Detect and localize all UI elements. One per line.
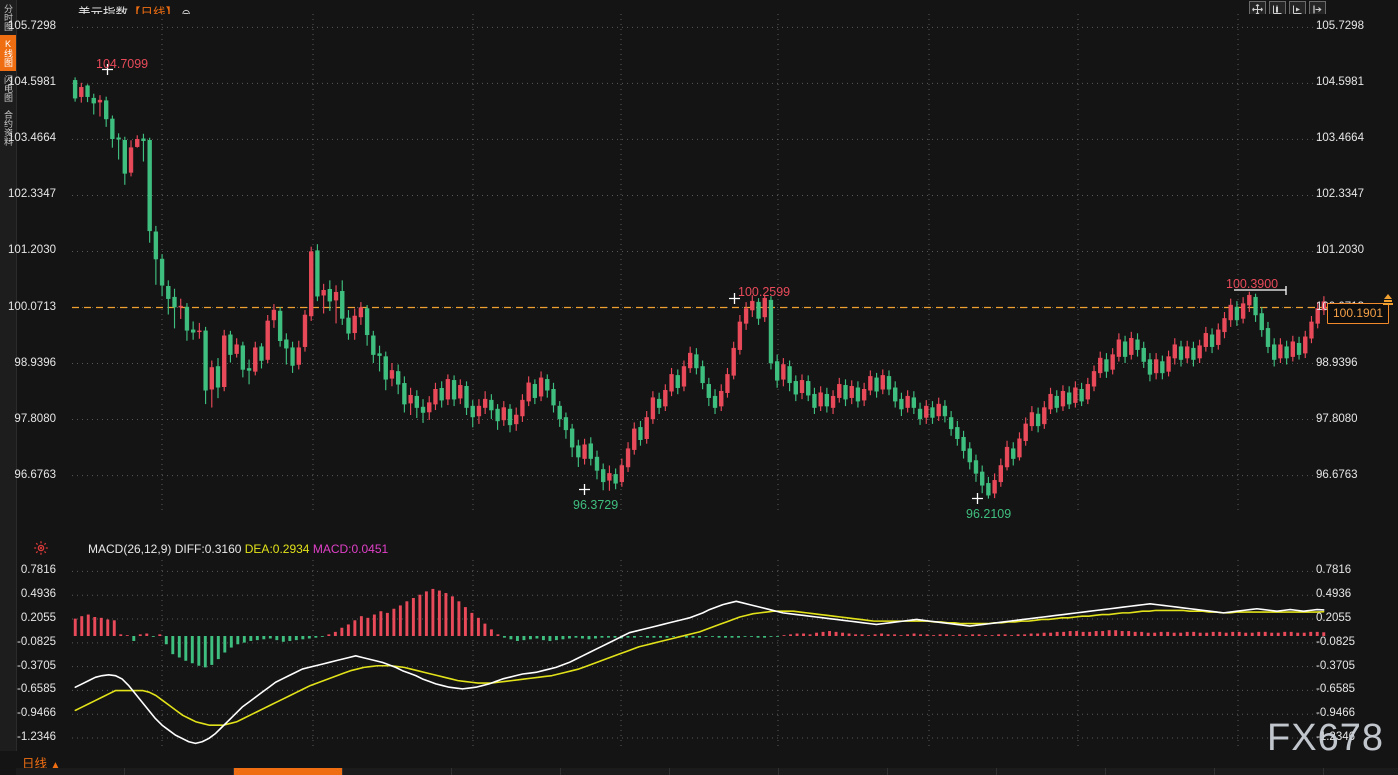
macd-macd-label: MACD:0.0451 (312, 542, 389, 556)
sidebar-tab-lightning-label: 闪电图 (3, 75, 13, 102)
sidebar-tab-contract-info[interactable]: 合约资料 (0, 106, 16, 150)
y-axis-label-right: -1.2346 (1316, 730, 1356, 743)
bottom-tab-3[interactable] (234, 768, 343, 775)
y-axis-label-left: 104.5981 (8, 76, 56, 89)
bottom-tab-8[interactable] (779, 768, 888, 775)
bottom-tab-7[interactable] (670, 768, 779, 775)
macd-chart-svg (72, 560, 1327, 750)
y-axis-label-left: 0.2055 (20, 612, 56, 625)
sidebar-tab-timeline[interactable]: 分时图 (0, 0, 16, 35)
y-axis-label-left: 105.7298 (8, 20, 56, 33)
price-annotation-low: 96.2109 (966, 507, 1012, 521)
macd-diff-label: DIFF:0.3160 (174, 542, 242, 556)
y-axis-label-left: -0.0825 (16, 635, 56, 648)
y-axis-label-right: 0.7816 (1316, 564, 1352, 577)
price-chart-svg (72, 14, 1327, 514)
y-axis-label-left: 0.4936 (20, 588, 56, 601)
y-axis-label-right: -0.0825 (1316, 635, 1356, 648)
sidebar-tab-lightning[interactable]: 闪电图 (0, 71, 16, 106)
y-axis-label-left: 96.6763 (14, 468, 56, 481)
high-marker-icon (102, 64, 113, 75)
high-marker-icon (729, 293, 740, 304)
y-axis-label-right: -0.6585 (1316, 683, 1356, 696)
bottom-tab-4[interactable] (343, 768, 452, 775)
y-axis-label-right: -0.9466 (1316, 707, 1356, 720)
y-axis-label-left: 98.9396 (14, 356, 56, 369)
y-axis-label-left: 101.2030 (8, 244, 56, 257)
chart-canvas-area[interactable]: 美元指数【日线】 ⊖ (8, 0, 1398, 775)
price-annotation-high: 100.2599 (738, 285, 791, 299)
sidebar-tab-kline[interactable]: K线图 (0, 35, 16, 71)
price-annotation-high: 104.7099 (96, 57, 149, 71)
high-marker-icon (1234, 286, 1287, 295)
y-axis-label-left: -1.2346 (16, 730, 56, 743)
price-annotation-low: 96.3729 (573, 498, 619, 512)
period-indicator[interactable]: 日线 ▲ (22, 753, 60, 772)
period-sort-arrow-icon: ▲ (50, 760, 61, 771)
macd-settings-icon[interactable] (33, 540, 49, 556)
bottom-tab-10[interactable] (997, 768, 1106, 775)
fx678-watermark: FX678 (1267, 717, 1384, 759)
bottom-tab-1[interactable] (16, 768, 125, 775)
chart-toolbar (1249, 1, 1326, 18)
scroll-right-icon[interactable] (1289, 1, 1306, 18)
bottom-tab-bar (16, 768, 1398, 775)
y-axis-label-right: 0.2055 (1316, 612, 1352, 625)
sidebar-tab-timeline-label: 分时图 (3, 4, 13, 31)
y-axis-label-right: 103.4664 (1316, 132, 1364, 145)
bottom-tab-5[interactable] (452, 768, 561, 775)
bottom-tab-2[interactable] (125, 768, 234, 775)
y-axis-label-left: 102.3347 (8, 188, 56, 201)
y-axis-label-left: -0.6585 (16, 683, 56, 696)
sidebar-tab-kline-label: K线图 (3, 39, 13, 67)
low-marker-icon (579, 484, 590, 495)
bottom-tab-13[interactable] (1324, 768, 1398, 775)
macd-dea-label: DEA:0.2934 (244, 542, 310, 556)
bottom-tab-9[interactable] (888, 768, 997, 775)
bottom-tab-6[interactable] (561, 768, 670, 775)
macd-header: MACD(26,12,9) DIFF:0.3160 DEA:0.2934 MAC… (88, 542, 388, 556)
bottom-tab-11[interactable] (1106, 768, 1215, 775)
bottom-tab-12[interactable] (1215, 768, 1324, 775)
y-axis-label-left: 0.7816 (20, 564, 56, 577)
price-marker-icon (1383, 294, 1393, 305)
price-annotation-high: 100.3900 (1226, 277, 1279, 291)
y-axis-label-right: 102.3347 (1316, 188, 1364, 201)
y-axis-label-right: 104.5981 (1316, 76, 1364, 89)
price-panel[interactable] (72, 14, 1327, 514)
y-axis-label-right: 101.2030 (1316, 244, 1364, 257)
crosshair-move-icon[interactable] (1249, 1, 1266, 18)
y-axis-label-left: 103.4664 (8, 132, 56, 145)
sidebar: 分时图 K线图 闪电图 合约资料 (0, 0, 17, 775)
sidebar-tab-contract-info-label: 合约资料 (3, 110, 13, 146)
y-axis-label-right: 0.4936 (1316, 588, 1352, 601)
y-axis-label-left: -0.3705 (16, 659, 56, 672)
current-price-tag[interactable]: 100.1901 (1327, 303, 1390, 324)
macd-title-label: MACD(26,12,9) (88, 542, 172, 556)
y-axis-label-left: -0.9466 (16, 707, 56, 720)
low-marker-icon (972, 493, 983, 504)
jump-latest-icon[interactable] (1309, 1, 1326, 18)
y-axis-label-right: -0.3705 (1316, 659, 1356, 672)
y-axis-label-right: 98.9396 (1316, 356, 1358, 369)
y-axis-label-right: 97.8080 (1316, 412, 1358, 425)
y-axis-label-left: 100.0713 (8, 300, 56, 313)
y-axis-label-right: 96.6763 (1316, 468, 1358, 481)
y-axis-label-right: 105.7298 (1316, 20, 1364, 33)
macd-panel[interactable] (72, 560, 1327, 750)
y-axis-label-left: 97.8080 (14, 412, 56, 425)
period-indicator-label: 日线 (22, 757, 48, 771)
